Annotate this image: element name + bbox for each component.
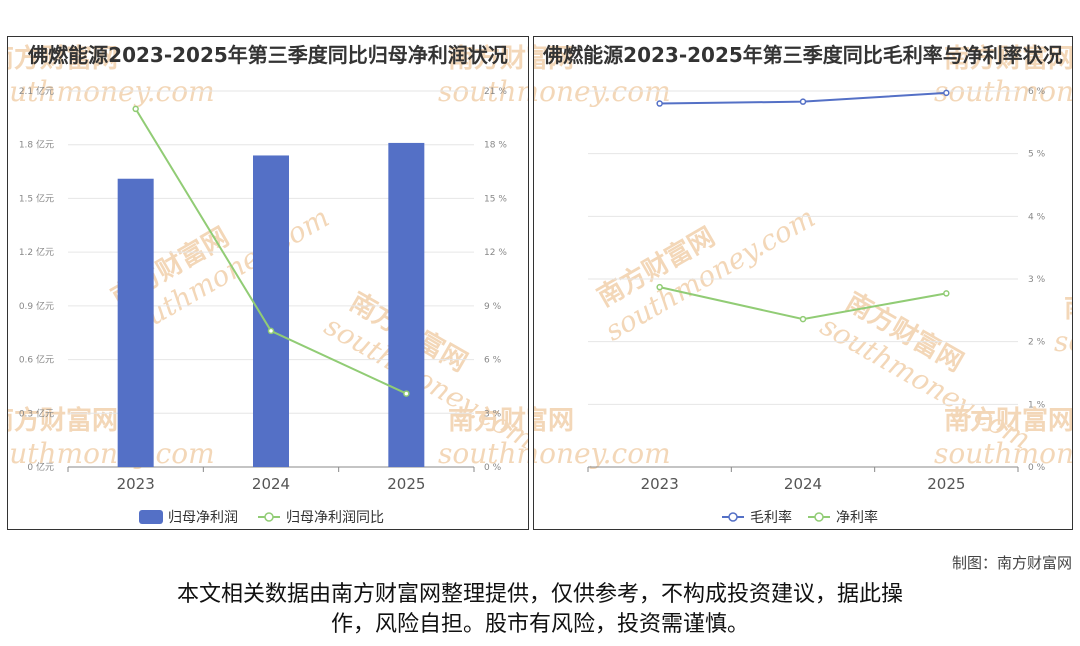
watermark-cn: 南方财富网 [534, 405, 574, 436]
right-axis-tick-label: 21 % [484, 87, 507, 97]
right-axis-tick-label: 0 % [484, 463, 502, 473]
right-axis-tick-label: 12 % [484, 248, 507, 258]
legend-label-gross: 毛利率 [750, 509, 792, 526]
left-axis-tick-label: 0.6 亿元 [19, 354, 54, 366]
watermark-cn: 南方财富网 [944, 405, 1073, 436]
x-tick-label: 2024 [784, 475, 822, 493]
chart-credit: 制图：南方财富网 [951, 554, 1072, 572]
left-axis-tick-label: 1.5 亿元 [19, 192, 54, 204]
right-axis-tick-label: 3 % [484, 409, 502, 419]
series-0-point-2023 [656, 100, 663, 107]
left-axis-tick-label: 0 亿元 [27, 461, 54, 473]
legend-label-yoy: 归母净利润同比 [286, 509, 384, 526]
right-axis-tick-label: 1 % [1028, 400, 1046, 410]
watermark-en: southmoney.com [934, 437, 1073, 470]
right-chart-title: 佛燃能源2023-2025年第三季度同比毛利率与净利率状况 [543, 43, 1063, 67]
legend-net-marker [814, 512, 824, 522]
x-tick-label: 2024 [252, 475, 290, 493]
legend-label-profit: 归母净利润 [168, 509, 238, 526]
left-axis-tick-label: 0.9 亿元 [19, 300, 54, 312]
x-tick-label: 2025 [927, 475, 965, 493]
watermark-cn: 南方财富网 [448, 43, 529, 74]
right-chart-svg: 南方财富网southmoney.com南方财富网southmoney.com南方… [534, 43, 1073, 526]
bar-2025 [388, 142, 425, 467]
series-0-point-2025 [943, 89, 950, 97]
x-tick-label: 2025 [387, 475, 425, 493]
yoy-point-2024 [267, 327, 275, 335]
series-1-point-2023 [656, 283, 663, 291]
right-axis-tick-label: 6 % [484, 356, 502, 366]
right-axis-tick-label: 3 % [1028, 275, 1046, 285]
watermark-cn: 南方财富网 [8, 43, 118, 74]
right-axis-tick-label: 18 % [484, 141, 507, 151]
x-tick-label: 2023 [117, 475, 155, 493]
left-axis-tick-label: 1.8 亿元 [19, 139, 54, 151]
watermark-cn: 南方财富网 [1064, 293, 1073, 324]
watermark-en: southmoney.com [534, 437, 671, 470]
right-axis-tick-label: 0 % [1028, 463, 1046, 473]
series-1-point-2025 [943, 290, 950, 297]
yoy-point-2023 [132, 105, 139, 113]
bar-2023 [117, 178, 154, 467]
disclaimer-line-1: 本文相关数据由南方财富网整理提供，仅供参考，不构成投资建议，据此操 [176, 582, 903, 607]
legend-gross-marker [728, 512, 738, 522]
watermark-en: southmoney.com [8, 437, 215, 470]
right-axis-tick-label: 15 % [484, 194, 507, 204]
legend-line-marker [264, 512, 274, 522]
left-chart-svg: 南方财富网southmoney.com南方财富网southmoney.com南方… [8, 43, 529, 526]
series-1-point-2024 [799, 315, 807, 323]
series-0-point-2024 [799, 98, 807, 105]
right-axis-tick-label: 4 % [1028, 212, 1046, 222]
watermark-en: southmoney.com [1054, 325, 1073, 358]
left-chart-title: 佛燃能源2023-2025年第三季度同比归母净利润状况 [28, 43, 508, 67]
right-axis-tick-label: 2 % [1028, 338, 1046, 348]
right-axis-tick-label: 6 % [1028, 87, 1046, 97]
right-chart-panel: 南方财富网southmoney.com南方财富网southmoney.com南方… [533, 36, 1073, 530]
yoy-point-2025 [403, 390, 410, 397]
right-axis-tick-label: 9 % [484, 302, 502, 312]
watermark-en: southmoney.com [438, 437, 529, 470]
watermark-cn: 南方财富网 [448, 405, 529, 436]
left-axis-tick-label: 1.2 亿元 [19, 246, 54, 258]
x-tick-label: 2023 [641, 475, 679, 493]
left-axis-tick-label: 0.3 亿元 [19, 407, 54, 419]
disclaimer: 本文相关数据由南方财富网整理提供，仅供参考，不构成投资建议，据此操 作，风险自担… [60, 580, 1020, 640]
legend-label-net: 净利率 [836, 509, 878, 526]
watermark-cn: 南方财富网 [944, 43, 1073, 74]
watermark-cn: 南方财富网 [534, 43, 574, 74]
watermark-cn: 南方财富网 [8, 405, 118, 436]
left-chart-panel: 南方财富网southmoney.com南方财富网southmoney.com南方… [7, 36, 529, 530]
disclaimer-line-2: 作，风险自担。股市有风险，投资需谨慎。 [330, 612, 749, 637]
left-axis-tick-label: 2.1 亿元 [19, 85, 54, 97]
right-axis-tick-label: 5 % [1028, 150, 1046, 160]
legend-bar-swatch [139, 510, 163, 524]
